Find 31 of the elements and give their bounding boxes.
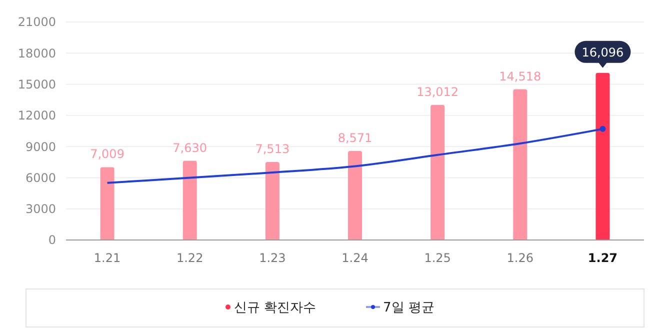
data-label: 14,518 <box>499 69 542 84</box>
data-label: 7,630 <box>172 140 208 155</box>
y-tick-label: 0 <box>48 233 56 248</box>
legend-label: 7일 평균 <box>383 300 434 316</box>
y-tick-label: 3000 <box>25 202 56 216</box>
data-label: 7,513 <box>255 142 290 156</box>
x-tick-label: 1.23 <box>259 251 286 265</box>
y-tick-label: 12000 <box>18 108 56 123</box>
bar <box>100 167 114 240</box>
bar <box>265 162 280 240</box>
bar <box>513 89 528 240</box>
y-tick-label: 21000 <box>18 15 56 30</box>
data-label: 7,009 <box>90 147 124 162</box>
y-tick-label: 9000 <box>25 140 56 154</box>
x-tick-label: 1.24 <box>342 251 368 265</box>
x-tick-label: 1.22 <box>176 251 204 265</box>
data-label: 16,096 <box>582 45 624 60</box>
data-label: 13,012 <box>416 84 459 99</box>
y-tick-label: 18000 <box>18 46 56 60</box>
data-label: 8,571 <box>338 131 372 146</box>
y-tick-label: 6000 <box>25 170 56 185</box>
x-tick-label: 1.21 <box>94 251 121 265</box>
bar <box>430 104 445 240</box>
bar <box>596 72 610 240</box>
x-tick-label: 1.25 <box>424 251 451 265</box>
bar <box>182 160 197 240</box>
bar <box>348 151 362 240</box>
x-tick-label: 1.26 <box>506 251 534 265</box>
x-tick-label: 1.27 <box>588 251 618 265</box>
legend-label: 신규 확진자수 <box>234 300 316 316</box>
y-tick-label: 15000 <box>18 77 56 92</box>
